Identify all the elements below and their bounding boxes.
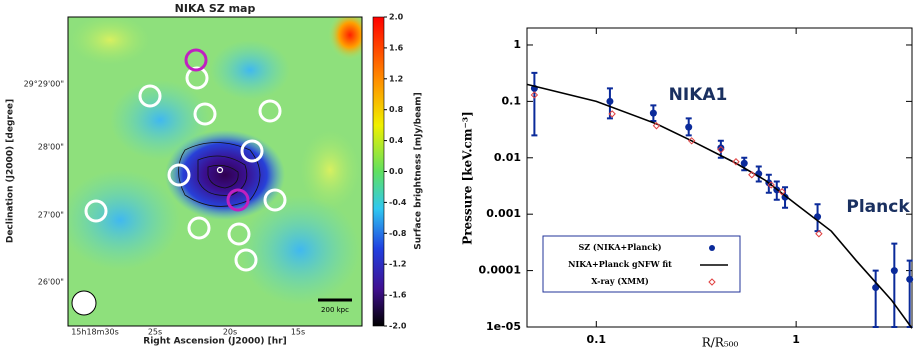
- map-x-tick-label: 15s: [291, 328, 305, 337]
- figure: NIKA SZ map 200 kpc Surface brightness […: [0, 0, 919, 350]
- map-blob: [210, 40, 290, 100]
- y-tick-label: 0.1: [502, 94, 522, 107]
- colorbar-tick-label: -2.0: [389, 322, 407, 331]
- map-blob: [60, 170, 180, 270]
- colorbar-tick-label: -0.8: [389, 229, 407, 238]
- colorbar-tick-label: -1.6: [389, 291, 407, 300]
- map-y-tick-label: 27'00": [38, 211, 64, 220]
- colorbar-tick-label: -0.4: [389, 198, 407, 207]
- data-point: [685, 124, 692, 131]
- colorbar: [373, 17, 384, 326]
- y-tick-label: 1: [513, 38, 521, 51]
- x-tick-label: 0.1: [587, 333, 607, 346]
- y-tick-label: 0.01: [494, 151, 521, 164]
- y-axis-label: Pressure [keV.cm⁻³]: [461, 111, 475, 245]
- map-x-tick-label: 15h18m30s: [71, 328, 119, 337]
- map-y-tick-label: 26'00": [38, 278, 64, 287]
- sz-map: 200 kpc: [60, 10, 372, 326]
- x-axis-label: R/R₅₀₀: [702, 336, 739, 350]
- data-point: [606, 98, 613, 105]
- map-y-label: Declination (J2000) [degree]: [6, 99, 16, 243]
- legend-label: X-ray (XMM): [591, 276, 649, 286]
- colorbar-tick-label: 0.8: [389, 105, 404, 114]
- y-tick-label: 1e-05: [486, 320, 521, 333]
- colorbar-tick-label: 2.0: [389, 13, 404, 22]
- y-tick-label: 0.001: [486, 207, 521, 220]
- data-point: [650, 110, 657, 117]
- colorbar-tick-label: -1.2: [389, 260, 407, 269]
- colorbar-tick-label: 0.4: [389, 136, 404, 145]
- data-point: [891, 267, 898, 274]
- beam: [72, 291, 96, 315]
- map-x-tick-label: 25s: [148, 328, 162, 337]
- map-y-tick-label: 28'00": [38, 143, 64, 152]
- map-blob: [300, 130, 360, 210]
- map-title: NIKA SZ map: [175, 2, 256, 15]
- colorbar-tick-label: 1.6: [389, 43, 404, 52]
- x-tick-label: 1: [792, 333, 800, 346]
- legend-marker: [709, 245, 715, 251]
- data-point: [906, 276, 913, 283]
- map-x-label: Right Ascension (J2000) [hr]: [143, 337, 286, 347]
- scale-bar-label: 200 kpc: [321, 306, 349, 314]
- colorbar-tick-label: 1.2: [389, 74, 403, 83]
- legend-label: SZ (NIKA+Planck): [578, 242, 661, 252]
- annotation: Planck: [846, 197, 910, 217]
- annotation: NIKA1: [669, 85, 728, 105]
- map-x-tick-label: 20s: [223, 328, 237, 337]
- map-y-tick-label: 29°29'00": [24, 80, 64, 89]
- error-bar: [891, 244, 897, 327]
- map-blob: [70, 15, 150, 65]
- legend: SZ (NIKA+Planck) NIKA+Planck gNFW fit X-…: [543, 236, 740, 292]
- colorbar-label: Surface brightness [mJy/beam]: [414, 92, 424, 249]
- y-tick-label: 0.0001: [479, 264, 521, 277]
- error-bar: [531, 73, 537, 135]
- data-point: [741, 160, 748, 167]
- colorbar-tick-label: 0.0: [389, 167, 404, 176]
- legend-label: NIKA+Planck gNFW fit: [568, 259, 672, 269]
